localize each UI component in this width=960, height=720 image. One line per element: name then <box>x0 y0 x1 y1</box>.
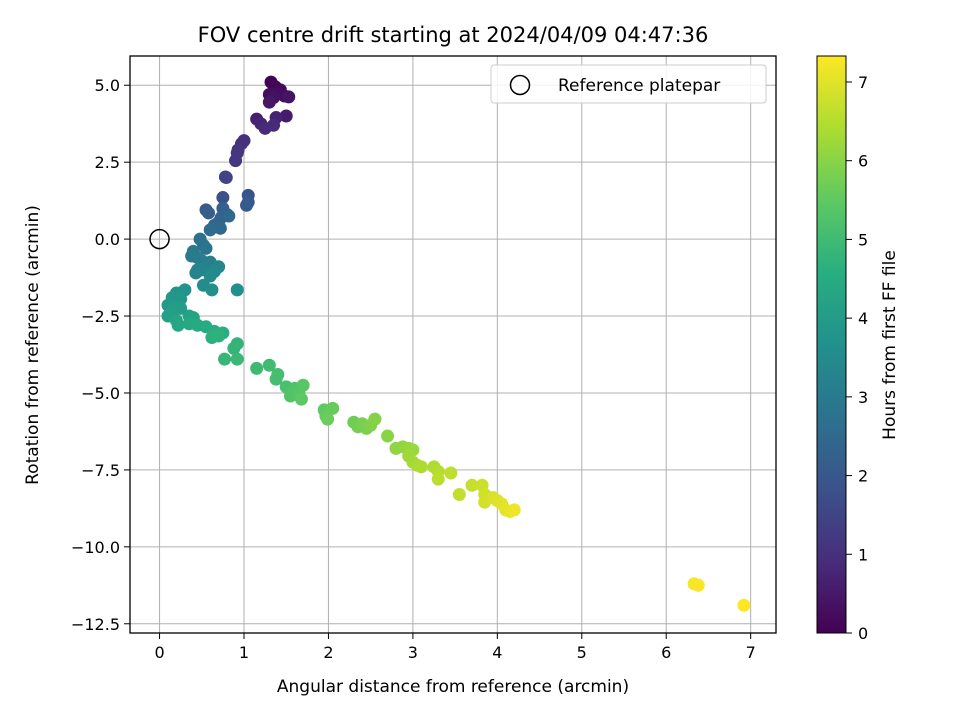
data-point <box>381 429 395 443</box>
y-tick-label: 5.0 <box>95 76 120 95</box>
x-axis-label: Angular distance from reference (arcmin) <box>277 677 629 697</box>
colorbar-tick-label: 7 <box>858 73 868 92</box>
legend: Reference platepar <box>490 64 767 104</box>
colorbar-tick-label: 5 <box>858 230 868 249</box>
colorbar <box>816 55 847 634</box>
data-point <box>431 472 445 486</box>
data-point <box>203 223 217 237</box>
colorbar-tick-label: 6 <box>858 152 868 171</box>
data-point <box>229 154 243 168</box>
data-point <box>282 90 296 104</box>
x-tick-label: 5 <box>577 643 587 662</box>
data-point <box>465 478 479 492</box>
data-point <box>213 221 227 235</box>
y-axis-ticks: 5.0 2.5 0.0 −2.5 −5.0 −7.5 −10.0 −12.5 <box>71 76 130 634</box>
data-point <box>262 358 276 372</box>
reference-point-marker <box>149 228 170 250</box>
y-tick-label: 2.5 <box>95 153 120 172</box>
legend-marker-open-circle <box>509 74 531 96</box>
colorbar-label: Hours from first FF file <box>880 250 900 440</box>
data-point <box>368 412 382 426</box>
data-point <box>294 392 308 406</box>
data-point <box>262 95 276 109</box>
data-point <box>227 341 241 355</box>
data-points <box>161 75 751 612</box>
data-point <box>219 171 233 185</box>
legend-label-reference-platepar: Reference platepar <box>558 76 720 96</box>
data-point <box>250 361 264 375</box>
y-tick-label: 0.0 <box>95 230 120 249</box>
data-point <box>218 352 232 366</box>
colorbar-tick-label: 4 <box>858 309 868 328</box>
x-tick-label: 7 <box>746 643 756 662</box>
data-point <box>279 109 293 123</box>
colorbar-tick-label: 1 <box>858 545 868 564</box>
data-point <box>737 598 751 612</box>
data-point <box>414 460 428 474</box>
data-point <box>267 118 281 132</box>
data-point <box>230 352 244 366</box>
data-point <box>507 503 521 517</box>
y-axis-label: Rotation from reference (arcmin) <box>23 205 43 485</box>
colorbar-tick-label: 3 <box>858 388 868 407</box>
x-tick-label: 0 <box>154 643 164 662</box>
data-point <box>203 269 217 283</box>
y-tick-label: −7.5 <box>81 461 120 480</box>
grid <box>130 56 776 633</box>
x-tick-label: 2 <box>323 643 333 662</box>
data-point <box>444 466 458 480</box>
data-point <box>452 488 466 502</box>
y-tick-label: −2.5 <box>81 307 120 326</box>
x-tick-label: 3 <box>408 643 418 662</box>
colorbar-ticks: 0 1 2 3 4 5 6 7 <box>846 73 868 643</box>
y-tick-label: −5.0 <box>81 384 120 403</box>
x-tick-label: 1 <box>239 643 249 662</box>
colorbar-tick-label: 2 <box>858 467 868 486</box>
data-point <box>321 412 335 426</box>
data-point <box>240 198 254 212</box>
chart-title: FOV centre drift starting at 2024/04/09 … <box>198 23 709 47</box>
x-tick-label: 4 <box>492 643 502 662</box>
data-point <box>326 401 340 415</box>
colorbar-tick-label: 0 <box>858 624 868 643</box>
data-point <box>691 578 705 592</box>
data-point <box>199 241 213 255</box>
plot-frame <box>129 55 777 634</box>
x-tick-label: 6 <box>661 643 671 662</box>
legend-box <box>490 64 767 104</box>
data-point <box>216 191 230 205</box>
data-point <box>222 209 236 223</box>
x-axis-ticks: 0 1 2 3 4 5 6 7 <box>154 633 756 662</box>
data-point <box>269 372 283 386</box>
data-point <box>212 329 226 343</box>
y-tick-label: −10.0 <box>71 538 120 557</box>
data-point <box>202 206 216 220</box>
data-point <box>230 283 244 297</box>
y-tick-label: −12.5 <box>71 615 120 634</box>
data-point <box>171 318 185 332</box>
data-point <box>205 283 219 297</box>
data-point <box>296 378 310 392</box>
